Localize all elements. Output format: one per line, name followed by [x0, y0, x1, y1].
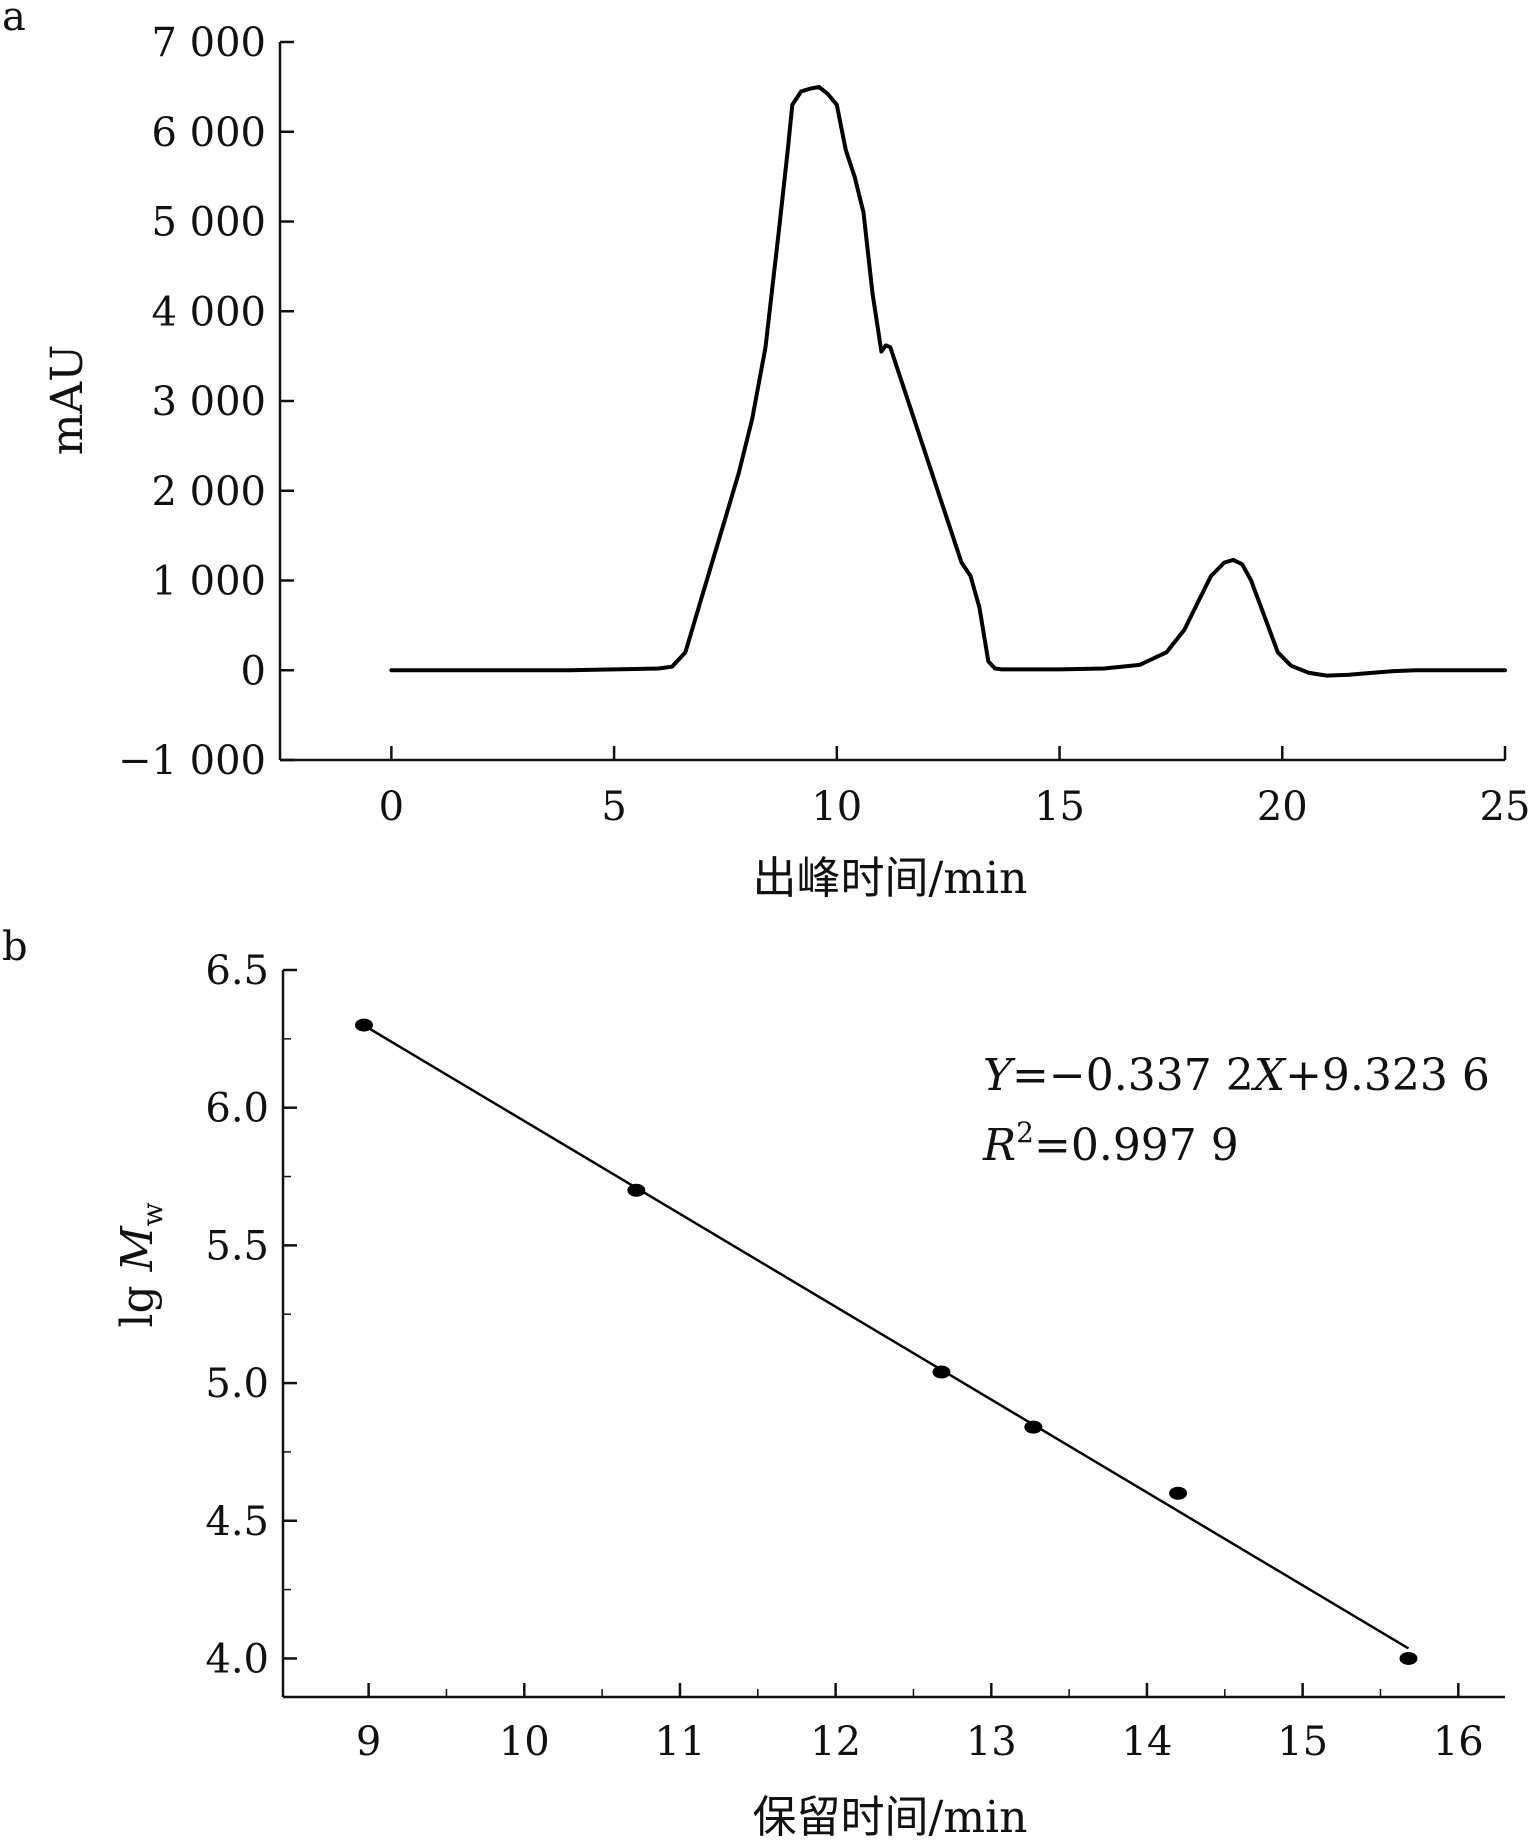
fit-line — [363, 1024, 1410, 1650]
data-point — [354, 1018, 373, 1032]
y-tick-label: 6.0 — [205, 1086, 269, 1132]
data-point — [1024, 1420, 1043, 1434]
x-tick-label: 16 — [1433, 1719, 1484, 1765]
panel-a-chart: a −1 000 0 1 000 2 000 3 000 4 000 5 000 6 000 7… — [2, 0, 1530, 904]
r-symbol: R — [982, 1120, 1016, 1171]
y-tick-label: 3 000 — [151, 379, 266, 425]
panel-b-x-axis-title: 保留时间/min — [753, 1792, 1028, 1843]
panel-a-marks: −1 000 0 1 000 2 000 3 000 4 000 5 000 6 000 7 0… — [118, 20, 1530, 830]
x-tick-label: 5 — [601, 784, 626, 830]
y-tick-label: 4.5 — [205, 1499, 269, 1545]
x-tick-label: 20 — [1257, 784, 1308, 830]
chromatogram-line — [389, 84, 1507, 678]
r-squared: R2=0.997 9 — [982, 1116, 1239, 1171]
y-title-subscript: w — [136, 1202, 169, 1226]
y-tick-label: 5.5 — [205, 1223, 269, 1269]
panel-a-y-axis-title: mAU — [42, 345, 93, 456]
y-title-prefix: lg — [112, 1271, 163, 1327]
r-superscript: 2 — [1016, 1116, 1034, 1149]
data-point — [932, 1365, 951, 1379]
data-point — [627, 1183, 646, 1197]
y-tick-label: 7 000 — [151, 20, 266, 66]
x-tick-label: 25 — [1480, 784, 1531, 830]
panel-b-chart: b 4.0 4.5 5.0 5.5 6.0 6.5 9 10 11 12 13 14 15 16 lg M… — [2, 924, 1505, 1843]
y-tick-label: 0 — [241, 648, 266, 694]
x-tick-label: 12 — [810, 1719, 861, 1765]
r-squared-value: =0.997 9 — [1034, 1120, 1239, 1171]
x-tick-label: 15 — [1277, 1719, 1328, 1765]
panel-b-y-axis-title: lg Mw — [112, 1202, 169, 1327]
x-tick-label: 0 — [379, 784, 404, 830]
x-tick-label: 9 — [356, 1719, 381, 1765]
fit-equation: Y=−0.337 2X+9.323 6 — [983, 1050, 1490, 1101]
y-tick-label: 5.0 — [205, 1361, 269, 1407]
panel-label-a: a — [2, 0, 26, 40]
x-tick-label: 15 — [1034, 784, 1085, 830]
y-tick-label: 4.0 — [205, 1636, 269, 1682]
equation-y-symbol: Y — [983, 1050, 1016, 1101]
x-tick-label: 14 — [1122, 1719, 1173, 1765]
data-point — [1399, 1651, 1418, 1665]
panel-a-x-axis-title: 出峰时间/min — [753, 853, 1028, 904]
y-tick-label: 4 000 — [151, 289, 266, 335]
equation-coefficient: =−0.337 2 — [1012, 1050, 1254, 1101]
equation-x-symbol: X — [1251, 1050, 1287, 1101]
x-tick-label: 11 — [655, 1719, 706, 1765]
equation-intercept: +9.323 6 — [1285, 1050, 1490, 1101]
y-tick-label: 5 000 — [151, 200, 266, 246]
data-point — [1169, 1486, 1188, 1500]
x-tick-label: 10 — [499, 1719, 550, 1765]
y-tick-label: 6 000 — [151, 110, 266, 156]
y-tick-label: 6.5 — [205, 948, 269, 994]
y-title-symbol: M — [112, 1225, 163, 1272]
panel-label-b: b — [2, 924, 28, 970]
y-tick-label: 1 000 — [151, 559, 266, 605]
y-tick-label: −1 000 — [118, 738, 266, 784]
x-tick-label: 13 — [966, 1719, 1017, 1765]
panel-b-marks: 4.0 4.5 5.0 5.5 6.0 6.5 9 10 11 12 13 14 15 16 — [205, 948, 1505, 1765]
x-tick-label: 10 — [811, 784, 862, 830]
y-tick-label: 2 000 — [151, 469, 266, 515]
